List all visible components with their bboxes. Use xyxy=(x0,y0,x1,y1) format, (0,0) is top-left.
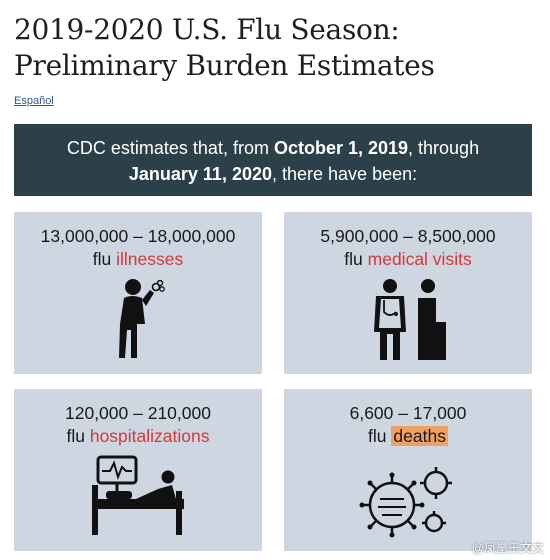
banner-date-end: January 11, 2020 xyxy=(128,164,272,184)
card-deaths: 6,600 – 17,000 flu deaths xyxy=(284,389,532,551)
hospitalizations-range: 120,000 – 210,000 xyxy=(65,403,211,423)
hospitalizations-label: flu hospitalizations xyxy=(14,426,262,447)
title-line-1: 2019-2020 U.S. Flu Season: xyxy=(14,13,400,46)
title-line-2: Preliminary Burden Estimates xyxy=(14,49,435,82)
deaths-highlight: deaths xyxy=(391,426,448,446)
banner-text-pre: CDC estimates that, from xyxy=(66,138,274,158)
card-medical-visits: 5,900,000 – 8,500,000 flu medical visits xyxy=(284,212,532,374)
illnesses-label: flu illnesses xyxy=(14,249,262,270)
hospitalizations-highlight: hospitalizations xyxy=(89,426,210,446)
deaths-prefix: flu xyxy=(368,426,392,446)
watermark: @凤凰王文文 xyxy=(471,541,544,555)
language-link-espanol[interactable]: Español xyxy=(14,95,54,107)
banner-text-mid: , through xyxy=(408,138,480,158)
card-hospitalizations: 120,000 – 210,000 flu hospitalizations xyxy=(14,389,262,551)
card-illnesses: 13,000,000 – 18,000,000 flu illnesses xyxy=(14,212,262,374)
banner-date-start: October 1, 2019 xyxy=(273,138,409,158)
page-title: 2019-2020 U.S. Flu Season: Preliminary B… xyxy=(14,12,435,84)
doctor-patient-icon xyxy=(374,279,446,360)
illnesses-range: 13,000,000 – 18,000,000 xyxy=(40,226,236,246)
sick-person-icon xyxy=(119,279,165,358)
medical-visits-range: 5,900,000 – 8,500,000 xyxy=(320,226,496,246)
medical-visits-highlight: medical visits xyxy=(367,249,472,269)
hospital-bed-icon xyxy=(92,455,184,535)
illnesses-highlight: illnesses xyxy=(116,249,184,269)
deaths-range: 6,600 – 17,000 xyxy=(349,403,467,423)
illnesses-prefix: flu xyxy=(92,249,117,269)
virus-icon xyxy=(359,467,452,538)
medical-visits-label: flu medical visits xyxy=(284,249,532,270)
estimate-banner: CDC estimates that, from October 1, 2019… xyxy=(14,124,532,196)
hospitalizations-prefix: flu xyxy=(66,426,90,446)
deaths-label: flu deaths xyxy=(284,426,532,447)
medical-visits-prefix: flu xyxy=(344,249,368,269)
banner-text-post: , there have been: xyxy=(272,164,418,184)
